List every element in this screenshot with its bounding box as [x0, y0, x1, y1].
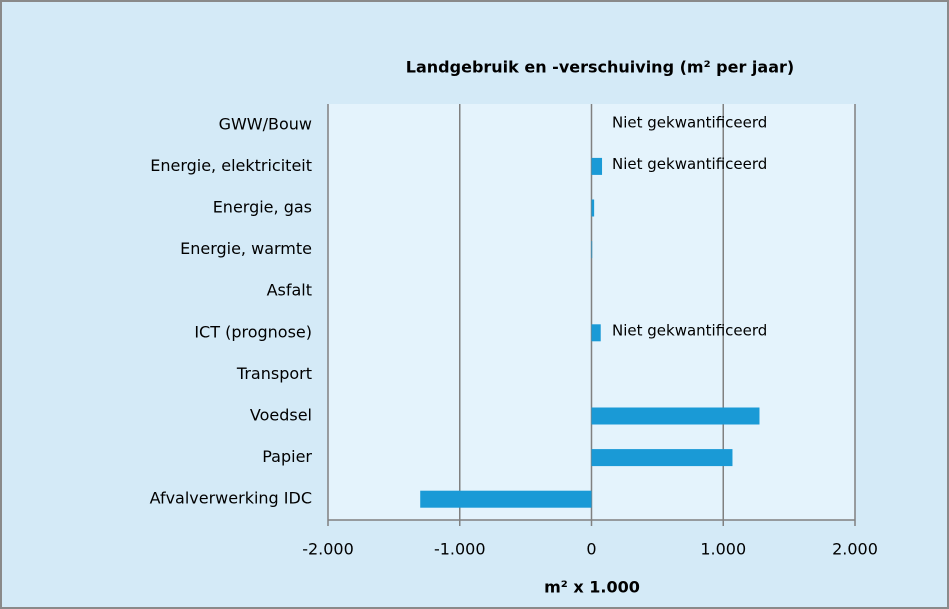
y-tick-label: Papier	[262, 447, 312, 466]
x-tick-label: 0	[586, 540, 596, 559]
bar	[591, 241, 593, 259]
chart-title: Landgebruik en -verschuiving (m² per jaa…	[406, 58, 794, 77]
bar	[591, 157, 603, 175]
annotation: Niet gekwantificeerd	[612, 113, 767, 131]
x-tick-label: 1.000	[700, 540, 746, 559]
bar	[591, 324, 601, 342]
y-tick-label: Transport	[236, 364, 312, 383]
x-tick-label: -2.000	[302, 540, 354, 559]
x-tick-label: 2.000	[832, 540, 878, 559]
y-tick-label: Energie, gas	[213, 198, 312, 217]
y-tick-label: Energie, elektriciteit	[150, 156, 312, 175]
bar	[591, 407, 760, 425]
bar	[420, 490, 592, 508]
bar	[591, 449, 733, 467]
y-tick-label: Afvalverwerking IDC	[150, 489, 312, 508]
y-tick-label: Asfalt	[267, 281, 312, 300]
annotation: Niet gekwantificeerd	[612, 155, 767, 173]
y-tick-label: Energie, warmte	[180, 239, 312, 258]
bar	[591, 199, 595, 217]
y-tick-label: ICT (prognose)	[194, 322, 312, 341]
y-tick-label: GWW/Bouw	[219, 114, 312, 133]
x-tick-label: -1.000	[434, 540, 486, 559]
x-axis-label: m² x 1.000	[544, 578, 640, 597]
y-tick-label: Voedsel	[250, 406, 312, 425]
annotation: Niet gekwantificeerd	[612, 321, 767, 339]
